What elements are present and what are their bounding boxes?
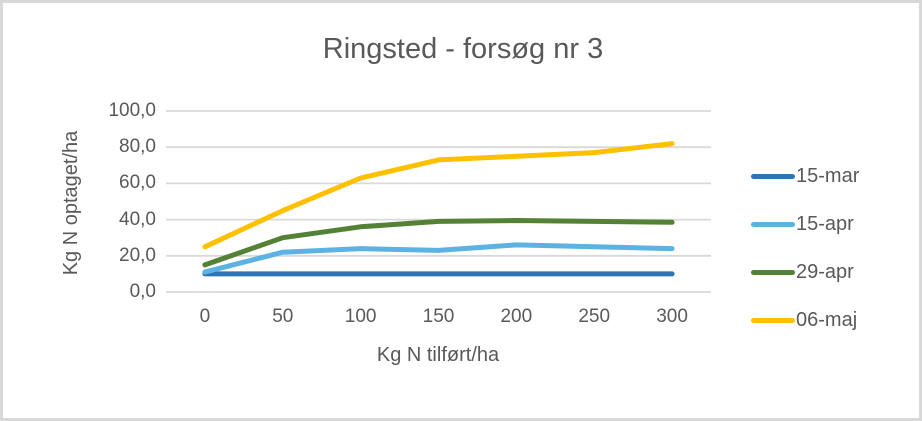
legend-swatch-icon [751, 270, 795, 275]
x-tick-label-300: 300 [656, 306, 688, 327]
legend: 15-mar 15-apr 29-apr 06-maj [751, 163, 859, 334]
y-tick-label-80: 80,0 [119, 136, 156, 158]
x-tick-label-0: 0 [199, 306, 211, 327]
x-tick-label-250: 250 [578, 306, 611, 327]
series-line-15-apr [202, 242, 675, 275]
legend-item-06-maj: 06-maj [751, 307, 859, 334]
legend-item-15-mar: 15-mar [751, 163, 859, 190]
y-axis-title: Kg N optaget/ha [60, 130, 82, 276]
y-tick-label-40: 40,0 [119, 208, 156, 230]
y-tick-label-60: 60,0 [119, 172, 156, 194]
y-tick-label-100: 100,0 [108, 100, 156, 121]
legend-label: 29-apr [796, 261, 854, 283]
legend-swatch-icon [751, 174, 795, 179]
x-axis-title: Kg N tilført/ha [376, 344, 500, 366]
chart-title: Ringsted - forsøg nr 3 [322, 33, 604, 65]
x-tick-label-50: 50 [272, 306, 294, 327]
legend-label: 15-apr [796, 213, 854, 235]
y-tick-label-0: 0,0 [129, 281, 156, 302]
y-tick-label-20: 20,0 [119, 244, 156, 266]
legend-label: 06-maj [796, 309, 858, 331]
legend-item-29-apr: 29-apr [751, 259, 859, 286]
legend-swatch-icon [751, 318, 795, 323]
series-line-06-maj [202, 141, 675, 250]
series-line-29-apr [202, 218, 675, 268]
legend-swatch-icon [751, 222, 795, 227]
x-tick-label-150: 150 [422, 306, 455, 327]
legend-item-15-apr: 15-apr [751, 211, 859, 238]
plot-area [166, 110, 711, 293]
x-tick-label-100: 100 [344, 306, 377, 327]
x-tick-label-200: 200 [500, 306, 533, 327]
legend-label: 15-mar [796, 165, 860, 187]
